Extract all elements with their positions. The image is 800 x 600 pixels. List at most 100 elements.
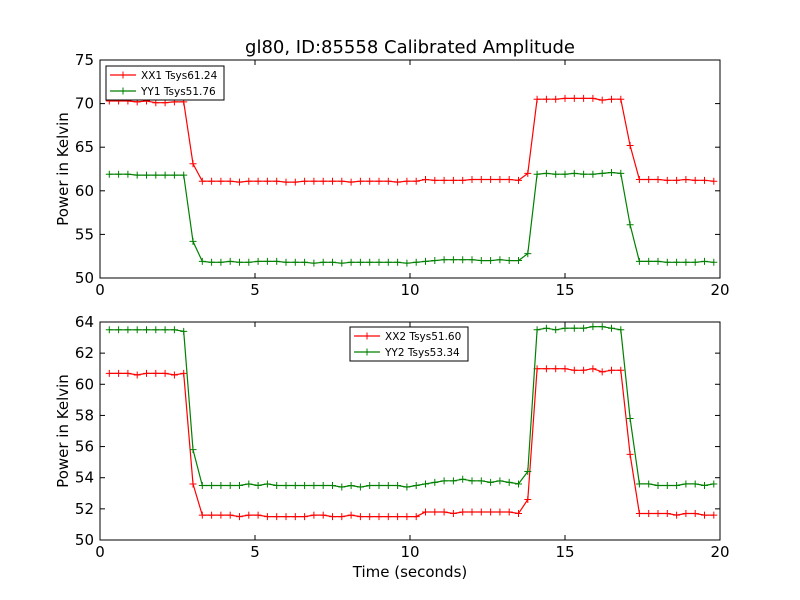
data-point xyxy=(645,257,653,265)
data-point xyxy=(189,446,197,454)
data-point xyxy=(254,511,262,519)
data-point xyxy=(468,256,476,264)
data-point xyxy=(384,513,392,521)
data-point xyxy=(208,482,216,489)
data-point xyxy=(608,95,615,103)
data-point xyxy=(515,480,522,488)
data-point xyxy=(542,324,550,332)
y-tick-label: 62 xyxy=(75,344,94,362)
data-point xyxy=(263,257,271,265)
data-point xyxy=(291,513,299,521)
data-point xyxy=(152,369,160,377)
data-point xyxy=(505,175,513,183)
data-point xyxy=(273,257,281,265)
data-point xyxy=(598,368,606,376)
data-point xyxy=(198,511,206,519)
data-point xyxy=(170,371,178,379)
series-line-1 xyxy=(109,368,714,518)
data-point xyxy=(226,511,234,519)
data-point xyxy=(226,257,234,265)
data-point xyxy=(254,482,262,489)
data-point xyxy=(208,258,216,266)
data-point xyxy=(459,508,467,516)
x-tick-label: 0 xyxy=(95,281,105,299)
data-point xyxy=(170,326,178,334)
legend: XX2 Tsys51.60 YY2 Tsys53.34 xyxy=(349,326,469,362)
data-point xyxy=(422,508,429,516)
data-point xyxy=(710,258,718,266)
data-point xyxy=(459,176,467,184)
data-point xyxy=(515,257,522,265)
data-point xyxy=(682,258,690,266)
data-point xyxy=(598,323,606,331)
y-tick-label: 55 xyxy=(75,225,94,243)
data-point xyxy=(198,177,206,185)
y-tick-label: 58 xyxy=(75,406,94,424)
data-point xyxy=(542,365,550,373)
data-point xyxy=(329,258,336,266)
data-point xyxy=(598,96,606,104)
data-point xyxy=(570,94,578,102)
data-point xyxy=(682,175,690,183)
data-point xyxy=(161,171,169,179)
data-point xyxy=(301,482,309,489)
data-point xyxy=(375,482,383,489)
data-point xyxy=(329,482,336,489)
x-axis-label: Time (seconds) xyxy=(352,563,468,581)
data-point xyxy=(338,513,346,521)
data-point xyxy=(124,170,132,178)
data-point xyxy=(105,170,113,178)
data-point xyxy=(682,510,690,518)
data-point xyxy=(366,513,374,521)
series-line-2 xyxy=(109,171,714,264)
y-tick-label: 60 xyxy=(75,182,94,200)
y-tick-label: 75 xyxy=(75,51,94,69)
data-point xyxy=(319,511,327,519)
data-point xyxy=(236,178,243,186)
data-point xyxy=(552,170,560,178)
x-tick-label: 5 xyxy=(250,543,260,561)
data-point xyxy=(496,256,504,264)
legend-marker xyxy=(363,332,371,340)
data-point xyxy=(459,256,467,264)
x-tick-label: 10 xyxy=(400,543,419,561)
data-point xyxy=(412,482,420,489)
data-point xyxy=(319,177,327,185)
data-point xyxy=(310,511,318,519)
data-point xyxy=(552,95,560,103)
data-point xyxy=(226,482,234,489)
data-point xyxy=(282,178,290,186)
data-point xyxy=(589,170,597,178)
data-point xyxy=(384,177,392,185)
data-point xyxy=(152,326,160,334)
data-point xyxy=(496,175,504,183)
data-point xyxy=(515,176,522,184)
data-point xyxy=(245,480,253,488)
data-point xyxy=(561,170,569,178)
data-point xyxy=(580,324,588,332)
data-point xyxy=(431,508,439,516)
data-point xyxy=(245,177,253,185)
data-point xyxy=(570,366,578,374)
data-point xyxy=(236,513,243,521)
data-point xyxy=(691,510,699,518)
y-tick-label: 50 xyxy=(75,269,94,287)
data-point xyxy=(487,508,495,516)
data-point xyxy=(217,258,225,266)
data-point xyxy=(403,513,411,521)
data-point xyxy=(524,496,532,504)
legend-box xyxy=(349,326,469,362)
data-point xyxy=(710,511,718,519)
x-tick-label: 15 xyxy=(555,543,574,561)
data-point xyxy=(347,178,355,186)
data-point xyxy=(375,513,383,521)
data-point xyxy=(701,176,708,184)
data-point xyxy=(663,258,671,266)
data-point xyxy=(561,365,569,373)
data-point xyxy=(245,511,253,519)
data-point xyxy=(654,482,662,489)
data-point xyxy=(347,482,355,489)
data-point xyxy=(626,415,634,423)
data-point xyxy=(236,482,243,489)
data-point xyxy=(366,177,374,185)
